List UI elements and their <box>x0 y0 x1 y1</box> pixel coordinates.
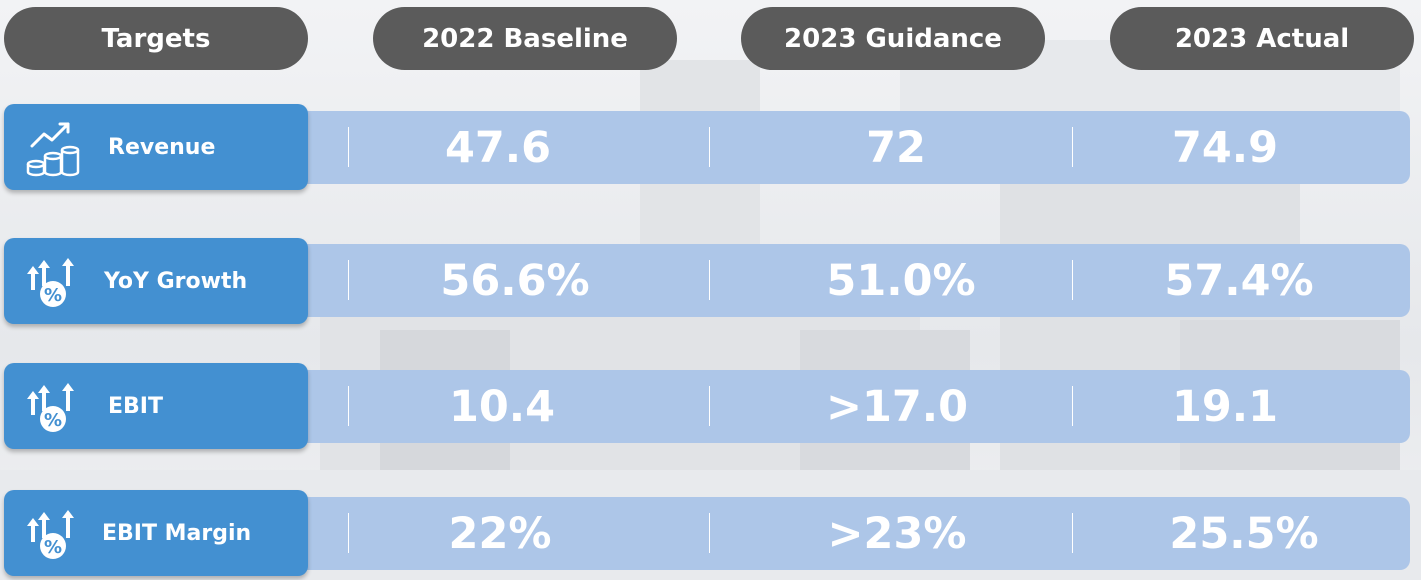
percent-arrows-up-icon: % <box>27 383 74 432</box>
header-2023-guidance: 2023 Guidance <box>741 7 1045 70</box>
header-2023-actual: 2023 Actual <box>1110 7 1414 70</box>
revenue-guidance-value: 72 <box>866 122 926 173</box>
ebit-actual-value: 19.1 <box>1171 381 1279 432</box>
column-divider <box>1072 127 1073 167</box>
header-targets: Targets <box>4 7 308 70</box>
svg-text:%: % <box>44 537 62 558</box>
percent-arrows-up-icon: % <box>27 510 74 559</box>
ebit-row: 10.4 >17.0 19.1 <box>300 370 1410 443</box>
yoy-growth-guidance-value: 51.0% <box>826 255 976 306</box>
ebit-margin-guidance-value: >23% <box>827 508 967 559</box>
column-divider <box>1072 260 1073 300</box>
yoy-growth-actual-value: 57.4% <box>1164 255 1314 306</box>
svg-text:%: % <box>44 410 62 431</box>
column-divider <box>1072 386 1073 426</box>
column-divider <box>348 513 349 553</box>
ebit-margin-label: EBIT Margin <box>102 520 252 546</box>
column-divider <box>348 127 349 167</box>
ebit-label: EBIT <box>108 393 163 419</box>
column-divider <box>348 386 349 426</box>
revenue-growth-coins-icon <box>26 122 80 177</box>
ebit-margin-row: 22% >23% 25.5% <box>300 497 1410 570</box>
revenue-label-box: Revenue <box>4 104 308 190</box>
yoy-growth-row: 56.6% 51.0% 57.4% <box>300 244 1410 317</box>
ebit-margin-baseline-value: 22% <box>448 508 552 559</box>
revenue-row: 47.6 72 74.9 <box>300 111 1410 184</box>
yoy-growth-label-box: % YoY Growth <box>4 238 308 324</box>
percent-arrows-up-icon: % <box>27 258 74 307</box>
yoy-growth-baseline-value: 56.6% <box>440 255 590 306</box>
column-divider <box>709 127 710 167</box>
ebit-margin-actual-value: 25.5% <box>1169 508 1319 559</box>
revenue-label: Revenue <box>108 134 216 160</box>
column-divider <box>709 386 710 426</box>
column-divider <box>348 260 349 300</box>
column-divider <box>1072 513 1073 553</box>
ebit-baseline-value: 10.4 <box>448 381 556 432</box>
yoy-growth-label: YoY Growth <box>104 268 248 294</box>
revenue-baseline-value: 47.6 <box>444 122 552 173</box>
revenue-actual-value: 74.9 <box>1171 122 1279 173</box>
column-divider <box>709 260 710 300</box>
ebit-margin-label-box: % EBIT Margin <box>4 490 308 576</box>
header-2022-baseline: 2022 Baseline <box>373 7 677 70</box>
ebit-guidance-value: >17.0 <box>825 381 969 432</box>
ebit-label-box: % EBIT <box>4 363 308 449</box>
column-divider <box>709 513 710 553</box>
svg-text:%: % <box>44 285 62 306</box>
